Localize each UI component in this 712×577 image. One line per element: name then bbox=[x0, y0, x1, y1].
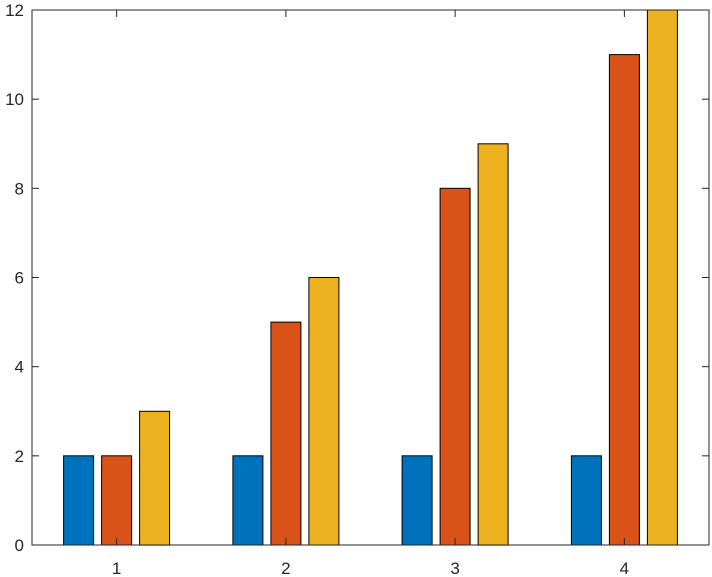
y-tick-label: 8 bbox=[15, 179, 24, 198]
y-tick-label: 10 bbox=[5, 90, 24, 109]
bar-series2-cat4 bbox=[608, 54, 640, 546]
y-tick-label: 12 bbox=[5, 1, 24, 20]
y-tick-label: 2 bbox=[15, 447, 24, 466]
y-axis: 0 2 4 6 8 10 12 bbox=[5, 1, 709, 555]
x-tick-label: 2 bbox=[281, 559, 290, 577]
bar-series2-cat1 bbox=[101, 455, 133, 546]
x-tick-label: 3 bbox=[450, 559, 459, 577]
bar-series1-cat3 bbox=[401, 455, 433, 546]
axes-layer bbox=[31, 9, 710, 546]
bars-layer bbox=[63, 9, 678, 546]
bar-series3-cat3 bbox=[477, 143, 509, 546]
bar-series1-cat4 bbox=[570, 455, 602, 546]
bar-series3-cat4 bbox=[646, 9, 678, 546]
y-tick-label: 0 bbox=[15, 536, 24, 555]
bar-series2-cat3 bbox=[439, 187, 471, 546]
x-tick-label: 4 bbox=[620, 559, 629, 577]
plot-area-frame bbox=[31, 9, 710, 546]
bar-series1-cat2 bbox=[232, 455, 264, 546]
bar-series3-cat2 bbox=[308, 277, 340, 546]
y-tick-label: 6 bbox=[15, 269, 24, 288]
x-tick-label: 1 bbox=[112, 559, 121, 577]
y-tick-label: 4 bbox=[15, 358, 24, 377]
bar-series1-cat1 bbox=[63, 455, 95, 546]
bar-series2-cat2 bbox=[270, 321, 302, 546]
x-axis: 1 2 3 4 bbox=[112, 10, 629, 577]
bar-series3-cat1 bbox=[139, 410, 171, 546]
